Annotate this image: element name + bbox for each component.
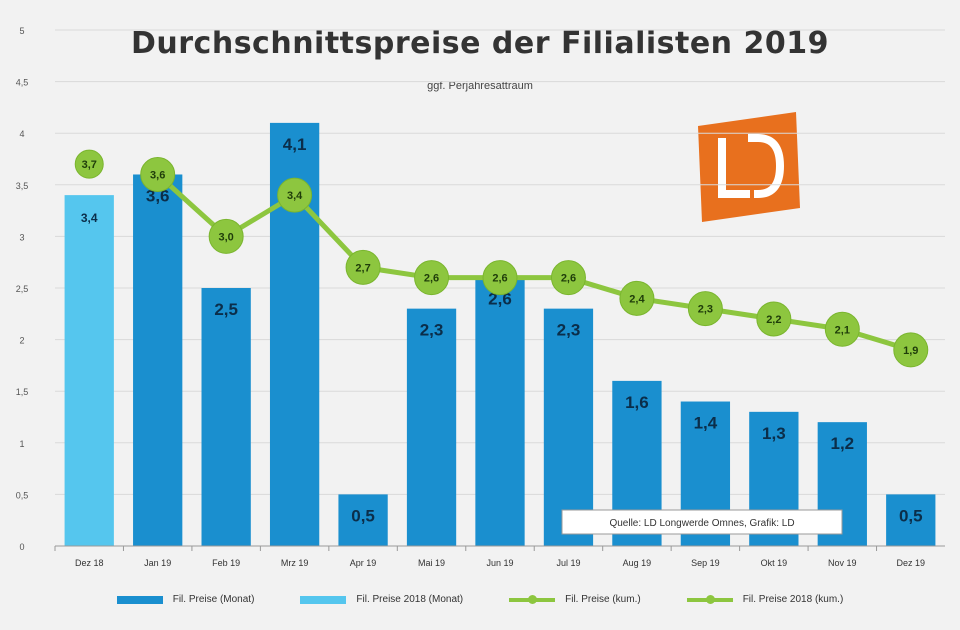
bar	[64, 195, 114, 546]
bar-value-label: 1,4	[694, 414, 718, 433]
line-value-label: 3,7	[82, 159, 97, 171]
x-tick-label: Mai 19	[418, 558, 445, 568]
x-tick-label: Apr 19	[350, 558, 377, 568]
line-value-label: 3,0	[219, 231, 234, 243]
x-tick-label: Okt 19	[761, 558, 788, 568]
line-point	[345, 249, 381, 285]
line-point	[482, 260, 518, 296]
y-tick-label: 2	[19, 336, 24, 346]
bar-value-label: 0,5	[351, 506, 375, 525]
legend-label: Fil. Preise (kum.)	[565, 594, 641, 605]
legend-label: Fil. Preise 2018 (Monat)	[356, 594, 464, 605]
chart-area: 0 0,5 1 1,5 2 2,5 3 3,5 4 4,5 5 3,6 2,5 4,1 0,5 2,3 2,6…	[16, 26, 945, 568]
bar	[475, 277, 525, 546]
x-tick-label: Jul 19	[556, 558, 580, 568]
line-point	[208, 218, 244, 254]
x-tick-label: Jan 19	[144, 558, 171, 568]
line-value-label: 1,9	[903, 345, 918, 357]
x-tick-label: Feb 19	[212, 558, 240, 568]
bar	[201, 288, 251, 546]
y-tick-label: 3	[19, 232, 24, 242]
line-point	[893, 332, 929, 368]
bar-value-label: 3,6	[146, 186, 170, 205]
legend-label: Fil. Preise 2018 (kum.)	[742, 594, 844, 605]
legend-label: Fil. Preise (Monat)	[172, 594, 255, 605]
line-point	[414, 260, 450, 296]
x-tick-label: Jun 19	[486, 558, 513, 568]
line-value-label: 2,7	[355, 262, 370, 274]
bar-value-label: 1,2	[830, 434, 854, 453]
x-tick-label: Dez 19	[897, 558, 926, 568]
line-value-label: 2,3	[698, 304, 713, 316]
line-point	[550, 260, 586, 296]
bar-value-label: 2,3	[420, 321, 444, 340]
legend-swatch	[116, 595, 163, 604]
x-tick-label: Mrz 19	[281, 558, 309, 568]
y-tick-label: 0,5	[16, 490, 29, 500]
line-point	[687, 291, 723, 327]
line-point	[74, 149, 104, 179]
x-tick-label: Sep 19	[691, 558, 720, 568]
bar-value-label: 4,1	[283, 135, 307, 154]
line-point	[824, 311, 860, 347]
line-value-label: 3,4	[287, 190, 303, 202]
y-tick-label: 3,5	[16, 181, 29, 191]
x-tick-label: Aug 19	[623, 558, 652, 568]
bar-value-label: 2,5	[214, 300, 238, 319]
y-tick-label: 2,5	[16, 284, 29, 294]
ld-logo	[698, 112, 800, 222]
bar-value-label: 0,5	[899, 506, 923, 525]
legend-item: Fil. Preise (Monat)	[116, 594, 255, 605]
x-tick-label: Nov 19	[828, 558, 857, 568]
y-axis: 0 0,5 1 1,5 2 2,5 3 3,5 4 4,5 5	[16, 26, 29, 552]
line-value-label: 2,6	[424, 273, 439, 285]
line-point	[140, 156, 176, 192]
chart-title: Durchschnittspreise der Filialisten 2019	[131, 26, 829, 61]
bar-value-label: 3,4	[81, 211, 98, 225]
bar	[406, 308, 457, 546]
y-tick-label: 0	[19, 542, 24, 552]
legend: Fil. Preise (Monat) Fil. Preise 2018 (Mon…	[0, 594, 960, 605]
source-note: Quelle: LD Longwerde Omnes, Grafik: LD	[609, 518, 794, 529]
line-value-label: 2,1	[835, 324, 850, 336]
x-axis: Dez 18 Jan 19 Feb 19 Mrz 19 Apr 19 Mai 19 Jun …	[54, 545, 945, 568]
line-value-label: 2,2	[766, 314, 781, 326]
y-tick-label: 1	[19, 439, 24, 449]
bar	[338, 494, 388, 546]
legend-swatch	[686, 594, 733, 604]
legend-item: Fil. Preise 2018 (Monat)	[300, 594, 463, 605]
line-value-label: 2,6	[561, 273, 576, 285]
bar	[543, 308, 594, 546]
y-tick-label: 5	[19, 26, 24, 36]
line-series: 3,6 3,0 3,4 2,7 2,6 2,6 2,6 2,4 2,3 2,2 2,1 1,9 3,7	[74, 149, 929, 368]
bar-value-label: 2,3	[557, 321, 581, 340]
bar-value-label: 1,6	[625, 393, 649, 412]
y-tick-label: 4	[19, 129, 24, 139]
legend-swatch	[300, 595, 347, 604]
legend-item: Fil. Preise (kum.)	[509, 594, 641, 605]
chart-subtitle: ggf. Perjahresattraum	[427, 80, 533, 92]
bar-value-label: 1,3	[762, 424, 786, 443]
bar-labels: 3,6 2,5 4,1 0,5 2,3 2,6 2,3 1,6 1,4 1,3 1,2 0,5 3,4	[81, 135, 923, 526]
bar	[886, 494, 936, 546]
bar-value-label: 2,6	[488, 290, 512, 309]
legend-item: Fil. Preise 2018 (kum.)	[686, 594, 844, 605]
bar	[133, 174, 183, 547]
line-point	[756, 301, 792, 337]
line-point	[277, 177, 313, 213]
y-tick-label: 1,5	[16, 387, 29, 397]
bar-series	[64, 122, 936, 547]
line-point	[619, 280, 655, 316]
source-note-box: Quelle: LD Longwerde Omnes, Grafik: LD	[561, 509, 843, 535]
y-tick-label: 4,5	[16, 78, 29, 88]
legend-swatch	[509, 594, 556, 604]
line-value-label: 3,6	[150, 169, 165, 181]
line-value-label: 2,6	[492, 273, 507, 285]
x-tick-label: Dez 18	[75, 558, 104, 568]
line-value-label: 2,4	[629, 293, 645, 305]
